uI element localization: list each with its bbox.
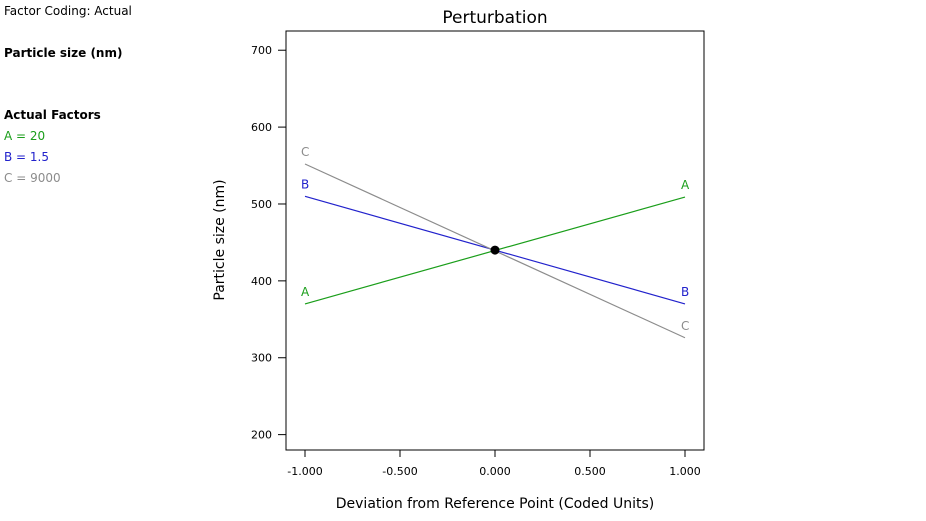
- reference-point-marker: [490, 245, 500, 255]
- factor-coding-label: Factor Coding: Actual: [4, 4, 132, 18]
- series-label-b: B: [681, 285, 689, 299]
- factor-b-value: B = 1.5: [4, 150, 49, 164]
- series-label-a: A: [681, 178, 690, 192]
- y-tick-label: 400: [251, 275, 272, 288]
- series-label-a: A: [301, 285, 310, 299]
- actual-factors-heading: Actual Factors: [4, 108, 101, 122]
- y-tick-label: 500: [251, 198, 272, 211]
- x-tick-label: 0.500: [574, 465, 606, 478]
- response-name: Particle size (nm): [4, 46, 123, 60]
- plot-area: [285, 30, 705, 451]
- series-label-b: B: [301, 177, 309, 191]
- x-axis-label: Deviation from Reference Point (Coded Un…: [336, 496, 655, 512]
- factor-a-value: A = 20: [4, 129, 46, 143]
- x-tick-label: -0.500: [382, 465, 417, 478]
- y-tick-label: 700: [251, 44, 272, 57]
- x-tick-label: 1.000: [669, 465, 701, 478]
- factor-c-value: C = 9000: [4, 171, 61, 185]
- x-tick-label: 0.000: [479, 465, 511, 478]
- y-tick-label: 200: [251, 429, 272, 442]
- y-tick-label: 600: [251, 121, 272, 134]
- series-label-c: C: [681, 319, 689, 333]
- y-tick-label: 300: [251, 352, 272, 365]
- x-tick-label: -1.000: [287, 465, 322, 478]
- series-label-c: C: [301, 145, 309, 159]
- y-axis-label: Particle size (nm): [212, 179, 228, 300]
- chart-title: Perturbation: [442, 8, 547, 28]
